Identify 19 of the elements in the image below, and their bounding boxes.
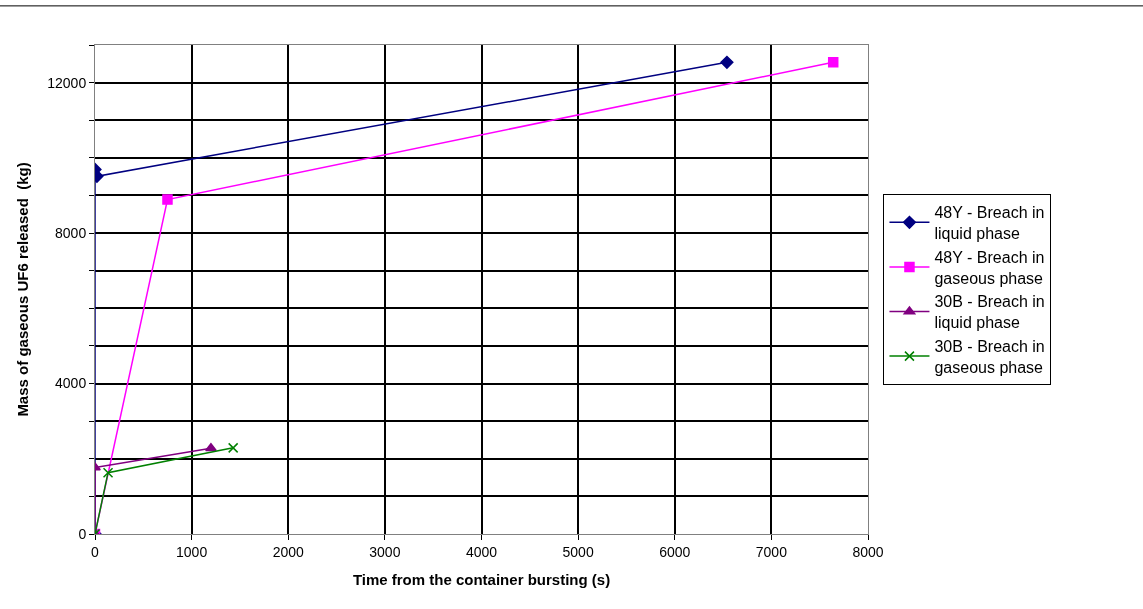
x-tick-label: 7000 bbox=[755, 543, 788, 560]
y-axis-title: Mass of gaseous UF6 released (kg) bbox=[13, 162, 31, 417]
y-tick-label: 8000 bbox=[55, 224, 87, 241]
y-tick-label: 4000 bbox=[55, 375, 87, 392]
y-tick-label: 0 bbox=[78, 525, 87, 542]
x-tick-label: 6000 bbox=[659, 543, 691, 560]
x-axis-title: Time from the container bursting (s) bbox=[352, 570, 611, 588]
legend-label: 30B - Breach in liquid phase bbox=[934, 293, 1045, 332]
legend-label: 48Y - Breach in gaseous phase bbox=[934, 248, 1045, 287]
x-tick-label: 4000 bbox=[465, 543, 498, 560]
x-tick-label: 2000 bbox=[272, 543, 305, 560]
x-tick-label: 1000 bbox=[176, 543, 208, 560]
x-tick-label: 0 bbox=[91, 543, 100, 560]
x-tick-label: 5000 bbox=[562, 543, 594, 560]
x-tick-label: 3000 bbox=[369, 543, 401, 560]
y-tick-label: 12000 bbox=[47, 74, 87, 91]
legend-label: 30B - Breach in gaseous phase bbox=[934, 337, 1045, 376]
x-tick-label: 8000 bbox=[852, 543, 884, 560]
legend-label: 48Y - Breach in liquid phase bbox=[934, 204, 1045, 242]
